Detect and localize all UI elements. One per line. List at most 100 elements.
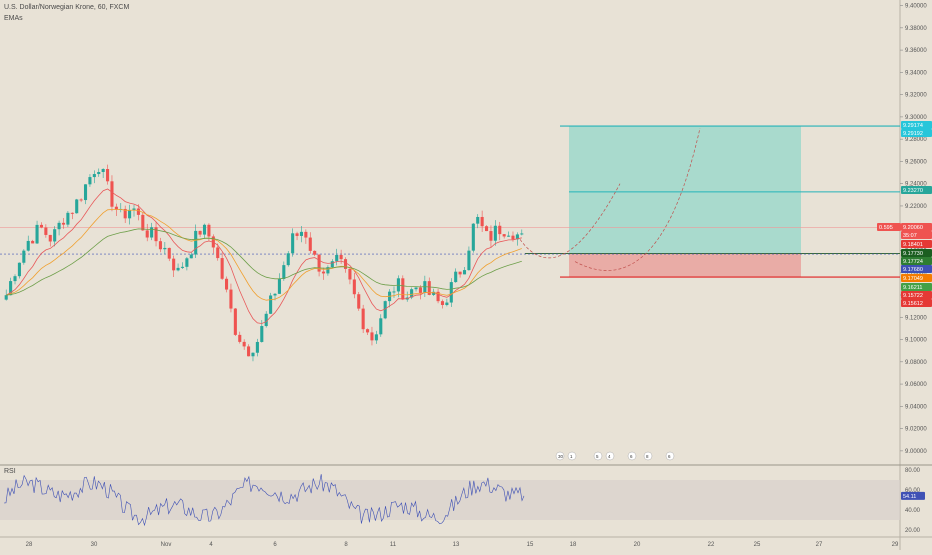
candle-body [242,341,246,347]
time-tick-label: 20 [634,542,641,548]
price-tick-label: 9.34000 [905,70,927,76]
price-tick-label: 9.12000 [905,315,927,321]
rsi-value-badge [901,491,925,500]
event-badge [555,451,565,461]
price-tick-label: 9.38000 [905,26,927,32]
candle-body [70,212,74,214]
event-badge [665,451,675,461]
candle-body [110,181,114,207]
price-axis-badge [901,257,932,265]
candle-body [83,184,88,201]
price-tick-label: 9.04000 [905,404,927,410]
candle-body [185,258,189,267]
price-tick-label: 9.22000 [905,204,927,210]
candle-body [44,227,48,235]
candle-body [454,271,458,283]
price-tick-label: 9.26000 [905,159,927,165]
price-axis-badge [901,186,932,194]
price-axis-badge-label: 9.15612 [903,301,923,307]
event-badge [605,451,615,461]
event-badge-label: 6 [630,454,633,459]
time-tick-label: 28 [26,542,33,548]
candle-body [458,271,462,275]
candle-body [343,259,348,269]
rsi-label[interactable]: RSI [4,468,16,475]
candle-body [462,270,467,275]
candle-body [150,227,154,238]
time-tick-label: Nov [161,542,172,548]
candle-body [88,177,92,185]
candle-body [449,282,453,303]
candle-body [75,199,79,214]
candle-body [392,291,396,293]
ema-line [6,208,522,301]
candle-body [273,293,277,296]
candle-body [330,261,334,268]
chart-title: U.S. Dollar/Norwegian Krone, 60, FXCM [4,4,130,11]
candle-body [489,231,493,241]
candle-body [520,233,524,235]
candle-body [202,224,207,235]
price-tick-label: 9.24000 [905,182,927,188]
candle-body [158,241,162,250]
price-tick-label: 9.40000 [905,4,927,10]
price-axis-badge-label: 9.15722 [903,293,923,299]
stop-zone [569,253,801,278]
candle-body [485,226,489,232]
event-badge-label: 5 [596,454,599,459]
indicator-label[interactable]: EMAs [4,15,23,22]
rsi-tick-label: 40.00 [905,508,921,514]
projection-curve-2 [574,127,701,271]
price-axis-badge [901,240,932,248]
candle-body [9,281,13,296]
candle-body [132,208,136,210]
candle-body [502,234,506,237]
candle-body [97,172,101,175]
rsi-value-label: 54.11 [903,494,916,500]
candle-body [4,295,8,300]
candle-body [141,214,145,231]
candle-body [154,227,158,242]
candle-body [79,199,83,201]
candle-body [357,294,361,309]
candle-body [136,208,140,215]
time-tick-label: 18 [570,542,577,548]
candle-body [66,212,70,225]
candle-body [299,231,303,236]
time-tick-label: 13 [453,542,460,548]
candle-body [511,235,515,240]
price-axis-badge-label: 9.17730 [903,251,923,257]
price-axis-badge [901,265,932,273]
candle-body [48,234,52,242]
candle-body [198,230,202,235]
event-badge-label: 6 [668,454,671,459]
price-axis-badge-label: 9.29192 [903,131,923,137]
price-axis-badge [901,283,932,291]
candle-body [255,341,259,353]
candle-body [445,302,449,305]
candle-body [515,234,519,240]
candle-body [436,291,440,302]
candle-body [17,262,21,277]
candle-body [238,334,242,342]
candle-body [313,250,317,255]
time-tick-label: 8 [344,542,348,548]
candle-body [123,208,127,219]
candle-body [176,267,180,271]
time-tick-label: 4 [209,542,213,548]
event-badge-label: 4 [608,454,611,459]
candle-body [22,250,26,263]
candle-body [31,240,35,244]
price-tick-label: 9.30000 [905,115,927,121]
ema-line [6,228,522,296]
price-axis-badge-label: 9.17724 [903,259,923,265]
candle-body [247,346,251,357]
price-axis-badge-label: 0.595 [879,225,893,231]
candle-body [13,276,17,282]
time-tick-label: 22 [708,542,715,548]
candle-body [339,254,343,260]
candle-body [326,267,330,274]
price-axis-badge [901,223,932,231]
